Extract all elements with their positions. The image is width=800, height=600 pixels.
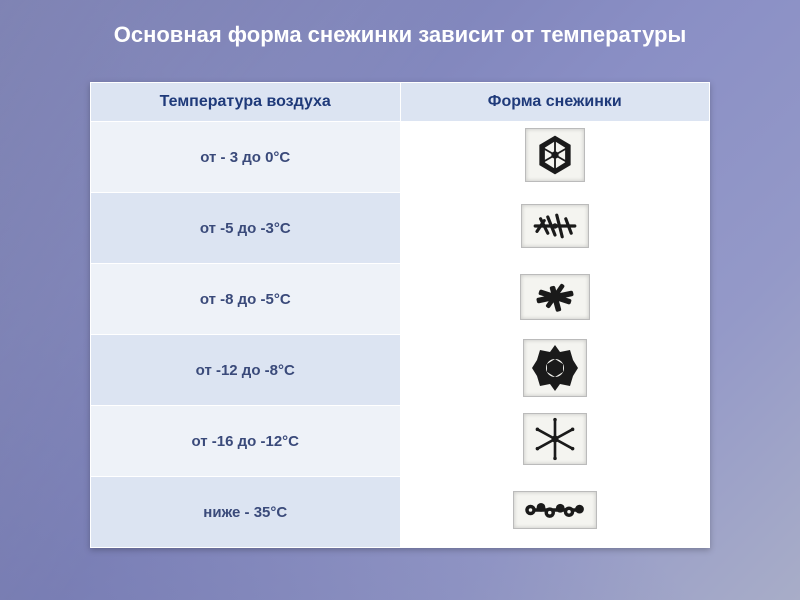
table-header-row: Температура воздуха Форма снежинки — [91, 83, 710, 122]
table-row: от -12 до -8°С — [91, 335, 710, 406]
shape-cell — [400, 193, 710, 264]
table-row: от - 3 до 0°С — [91, 122, 710, 193]
slide: Основная форма снежинки зависит от темпе… — [0, 0, 800, 600]
hexplate-icon — [525, 128, 585, 182]
needle-icon — [521, 204, 589, 248]
shape-cell — [400, 477, 710, 548]
star-icon — [523, 413, 587, 465]
temp-cell: от - 3 до 0°С — [91, 122, 401, 193]
header-shape: Форма снежинки — [400, 83, 710, 122]
table-row: от -5 до -3°С — [91, 193, 710, 264]
temp-cell: ниже - 35°С — [91, 477, 401, 548]
dendrite-icon — [523, 339, 587, 397]
temp-cell: от -12 до -8°С — [91, 335, 401, 406]
temp-cell: от -16 до -12°С — [91, 406, 401, 477]
column-icon — [520, 274, 590, 320]
irregular-icon — [513, 491, 597, 529]
header-temperature: Температура воздуха — [91, 83, 401, 122]
table-row: от -8 до -5°С — [91, 264, 710, 335]
table-row: ниже - 35°С — [91, 477, 710, 548]
slide-title: Основная форма снежинки зависит от темпе… — [0, 22, 800, 48]
temp-cell: от -5 до -3°С — [91, 193, 401, 264]
shape-cell — [400, 406, 710, 477]
table-row: от -16 до -12°С — [91, 406, 710, 477]
shape-cell — [400, 264, 710, 335]
snowflake-table: Температура воздуха Форма снежинки от - … — [90, 82, 710, 548]
temp-cell: от -8 до -5°С — [91, 264, 401, 335]
shape-cell — [400, 122, 710, 193]
shape-cell — [400, 335, 710, 406]
